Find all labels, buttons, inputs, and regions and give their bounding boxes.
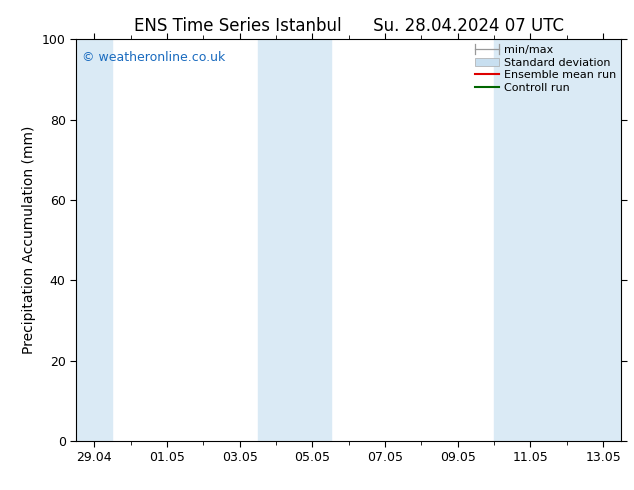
- Text: © weatheronline.co.uk: © weatheronline.co.uk: [82, 51, 225, 64]
- Bar: [494, 39, 621, 441]
- Y-axis label: Precipitation Accumulation (mm): Precipitation Accumulation (mm): [22, 126, 36, 354]
- Bar: [258, 39, 330, 441]
- Bar: [76, 39, 112, 441]
- Legend: min/max, Standard deviation, Ensemble mean run, Controll run: min/max, Standard deviation, Ensemble me…: [472, 43, 618, 96]
- Title: ENS Time Series Istanbul      Su. 28.04.2024 07 UTC: ENS Time Series Istanbul Su. 28.04.2024 …: [134, 17, 564, 35]
